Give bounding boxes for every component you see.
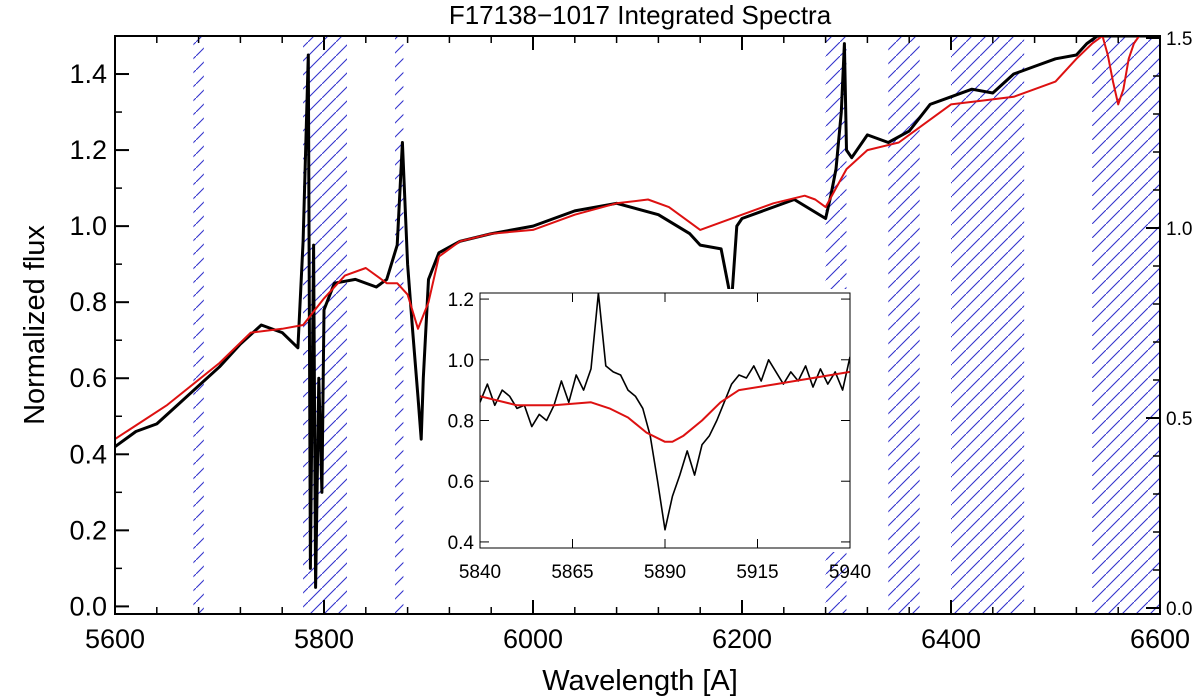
x-axis-title: Wavelength [A] bbox=[542, 665, 738, 696]
y-tick-label: 0.4 bbox=[69, 439, 107, 469]
chart-title: F17138−1017 Integrated Spectra bbox=[449, 0, 832, 30]
plot-frame bbox=[114, 35, 1161, 615]
main-series bbox=[115, 36, 1160, 589]
main-axes: 5600 5800 6000 6200 6400 6600 0.0 0.2 0.4 0.6 0.8 1… bbox=[69, 29, 1192, 654]
x-tick-label: 6000 bbox=[503, 624, 563, 654]
masked-region-6 bbox=[951, 36, 1025, 614]
inset-y-tick-label: 1.2 bbox=[448, 290, 474, 311]
masked-region-7 bbox=[1092, 36, 1160, 614]
inset-y-tick-label: 1.0 bbox=[448, 351, 474, 372]
inset-x-tick-label: 5915 bbox=[736, 562, 778, 583]
x-tick-label: 6400 bbox=[921, 624, 981, 654]
inset-y-tick-label: 0.8 bbox=[448, 412, 474, 433]
x-tick-label: 5600 bbox=[85, 624, 145, 654]
right-tick-label: 0.0 bbox=[1166, 599, 1192, 620]
y-axis-title: Normalized flux bbox=[19, 225, 51, 425]
inset-model-line bbox=[480, 370, 850, 443]
inset-x-tick-label: 5865 bbox=[551, 562, 593, 583]
y-tick-label: 1.4 bbox=[69, 59, 107, 89]
inset-panel: 5840 5865 5890 5915 5940 0.4 0.6 0.8 1.0 1.2 bbox=[448, 289, 871, 583]
masked-region-3 bbox=[395, 36, 404, 614]
y-tick-label: 0.6 bbox=[69, 363, 107, 393]
right-tick-label: 1.0 bbox=[1166, 219, 1192, 240]
x-tick-label: 6200 bbox=[712, 624, 772, 654]
inset-spectrum-line bbox=[480, 293, 850, 531]
right-tick-label: 1.5 bbox=[1166, 29, 1192, 50]
x-tick-label: 6600 bbox=[1130, 624, 1190, 654]
spectrum-line bbox=[115, 36, 1160, 589]
y-tick-label: 0.2 bbox=[69, 515, 107, 545]
model-fit-line bbox=[115, 36, 1150, 440]
masked-region-1 bbox=[193, 36, 204, 614]
x-tick-label: 5800 bbox=[294, 624, 354, 654]
y-tick-label: 0.8 bbox=[69, 287, 107, 317]
inset-x-tick-label: 5890 bbox=[644, 562, 686, 583]
y-tick-label: 1.2 bbox=[69, 135, 107, 165]
inset-y-tick-label: 0.4 bbox=[448, 533, 475, 554]
right-tick-label: 0.5 bbox=[1166, 409, 1192, 430]
y-tick-label: 0.0 bbox=[69, 591, 107, 621]
inset-y-tick-label: 0.6 bbox=[448, 472, 474, 493]
inset-x-tick-label: 5940 bbox=[829, 562, 871, 583]
inset-background bbox=[478, 289, 854, 552]
inset-x-tick-label: 5840 bbox=[459, 562, 501, 583]
y-tick-label: 1.0 bbox=[69, 211, 107, 241]
